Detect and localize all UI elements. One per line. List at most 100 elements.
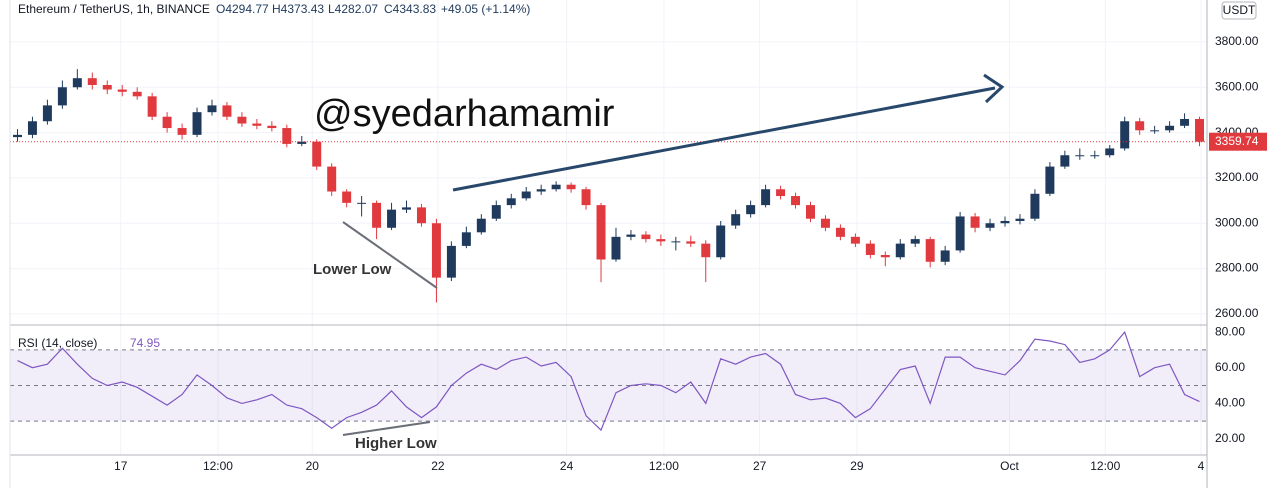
candle-body [12, 134, 22, 138]
rsi-tick-label: 80.00 [1215, 324, 1245, 338]
candle-body [656, 239, 666, 242]
x-tick-label: 22 [431, 459, 445, 473]
rsi-tick-label: 60.00 [1215, 360, 1245, 374]
candle-body [416, 207, 426, 224]
candle-body [716, 225, 726, 258]
high: H4373.43 [272, 2, 324, 16]
candle-body [461, 232, 471, 246]
candle-body [1150, 130, 1160, 132]
lower-low-label: Lower Low [313, 261, 392, 278]
candle-body [761, 189, 771, 206]
arrow-head [983, 73, 1005, 104]
x-tick-label: 27 [753, 459, 767, 473]
x-tick-label: 20 [306, 459, 320, 473]
open: O4294.77 [216, 2, 269, 16]
candle-body [252, 123, 262, 126]
candle-body [850, 236, 860, 244]
candle-body [147, 96, 157, 117]
candle-body [57, 87, 67, 106]
marks [10, 69, 1207, 432]
x-tick-label: 4 [1198, 459, 1205, 473]
candle-body [925, 239, 935, 262]
candle-body [1090, 155, 1100, 157]
candle-body [566, 184, 576, 190]
candle-body [521, 191, 531, 199]
close: C4343.83 [384, 2, 436, 16]
candle-body [611, 236, 621, 260]
currency-box[interactable] [1221, 1, 1257, 20]
candle-body [27, 121, 37, 135]
candle-body [402, 207, 411, 210]
candle-body [776, 189, 786, 197]
candle-body [701, 243, 711, 258]
candle-body [641, 234, 651, 240]
y-tick-label: 2800.00 [1215, 261, 1259, 275]
candle-body [192, 112, 202, 135]
candle-body [551, 184, 561, 190]
candle-body [910, 239, 920, 244]
candle-body [162, 116, 172, 129]
rsi-tick-label: 20.00 [1215, 431, 1245, 445]
candle-body [431, 223, 441, 278]
candle-body [686, 241, 696, 244]
x-tick-label: 24 [560, 459, 574, 473]
candle-body [282, 128, 292, 144]
candle-body [1030, 193, 1040, 219]
candle-body [581, 189, 591, 206]
rsi-band [10, 349, 1207, 422]
candle-body [1120, 121, 1130, 149]
candle-body [1015, 218, 1025, 221]
candle-body [955, 216, 965, 251]
candle-body [132, 91, 142, 97]
candle-body [357, 202, 367, 204]
x-tick-label: 12:00 [1090, 459, 1120, 473]
candle-body [791, 196, 801, 206]
lower-low-line [342, 221, 438, 289]
candle-body [671, 241, 681, 243]
rsi-background [10, 349, 1207, 422]
x-tick-label: Oct [1000, 459, 1019, 473]
candle-body [1075, 155, 1085, 157]
y-tick-label: 2600.00 [1215, 306, 1259, 320]
candle-body [506, 198, 516, 206]
candle-body [1180, 118, 1190, 126]
candle-body [297, 141, 307, 144]
candle-body [372, 202, 382, 228]
candle-body [940, 250, 950, 262]
rsi-title: RSI (14, close) [18, 336, 97, 350]
candle-body [491, 205, 501, 219]
candle-body [731, 214, 741, 226]
candle-body [446, 245, 456, 278]
candle-body [626, 234, 636, 237]
candle-body [342, 191, 352, 203]
candle-body [222, 105, 232, 117]
candle-body [1045, 166, 1055, 194]
grid [10, 0, 1207, 455]
candle-body [806, 205, 815, 219]
candle-body [237, 116, 247, 124]
x-tick-label: 17 [114, 459, 128, 473]
candle-body [267, 125, 277, 129]
change: +49.05 (+1.14%) [441, 2, 530, 16]
watermark: @syedarhamamir [314, 93, 615, 135]
currency[interactable]: USDT [1223, 3, 1256, 17]
candle-body [1105, 148, 1115, 156]
trend-arrow [452, 86, 996, 192]
low: L4282.07 [328, 2, 378, 16]
y-tick-label: 3600.00 [1215, 79, 1259, 93]
last-price-label: 3359.74 [1215, 134, 1259, 148]
candle-body [42, 105, 52, 122]
candle-body [72, 78, 82, 88]
candle-body [820, 218, 830, 228]
candle-body [1060, 155, 1070, 167]
candle-body [207, 105, 217, 113]
x-tick-label: 12:00 [649, 459, 679, 473]
higher-low-line [342, 421, 431, 436]
candle-body [177, 128, 187, 135]
candle-body [117, 89, 127, 92]
last-price-tag [1209, 132, 1267, 151]
candle-body [880, 254, 890, 258]
candle-body [536, 189, 546, 192]
